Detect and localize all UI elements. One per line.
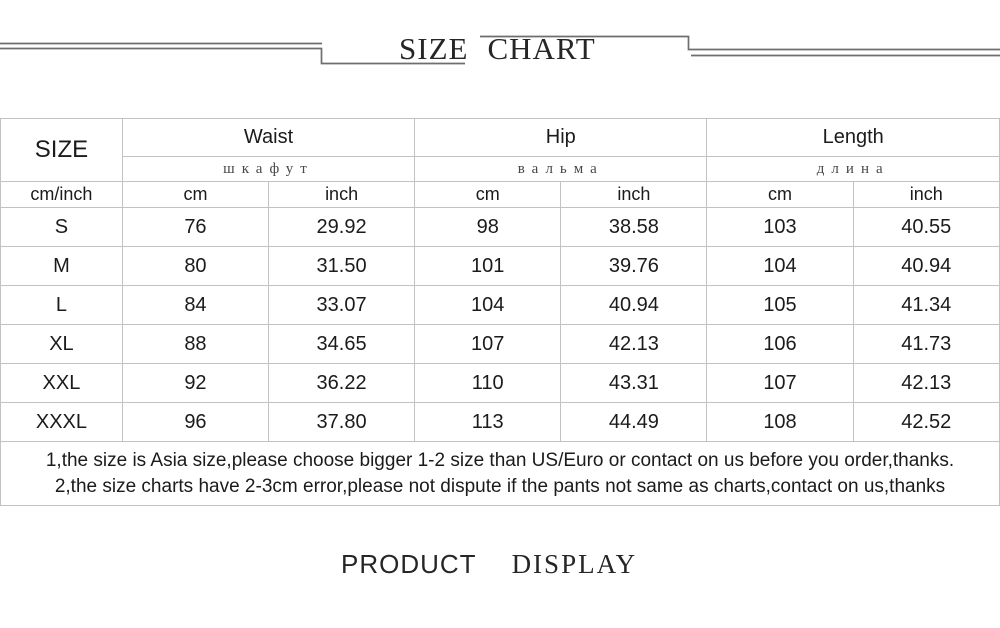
hip-inch-value: 39.76 — [560, 246, 708, 286]
hip-cm-value: 110 — [414, 363, 562, 403]
unit-cell-length-cm: cm — [706, 181, 854, 208]
table-row-xl: XL 88 34.65 107 42.13 106 41.73 — [0, 324, 1000, 364]
unit-cell-hip-cm: cm — [414, 181, 562, 208]
waist-sublabel: шкафут — [121, 156, 416, 182]
ornament-line-top-right-step — [480, 35, 1000, 51]
length-cm-value: 108 — [706, 402, 854, 442]
table-row-l: L 84 33.07 104 40.94 105 41.34 — [0, 285, 1000, 325]
section-title-product-display: PRODUCT DISPLAY — [341, 551, 637, 582]
waist-inch-value: 37.80 — [268, 402, 416, 442]
length-inch-value: 40.55 — [852, 207, 1000, 247]
hip-inch-value: 43.31 — [560, 363, 708, 403]
hip-inch-value: 42.13 — [560, 324, 708, 364]
notes-row: 1,the size is Asia size,please choose bi… — [0, 441, 1000, 506]
waist-inch-value: 36.22 — [268, 363, 416, 403]
length-inch-value: 41.34 — [852, 285, 1000, 325]
ornament-line-bottom-left-step — [0, 562, 471, 582]
hip-cm-value: 113 — [414, 402, 562, 442]
size-value: L — [0, 285, 123, 325]
title-word-product: PRODUCT — [341, 549, 477, 579]
size-value: XXXL — [0, 402, 123, 442]
hip-cm-value: 107 — [414, 324, 562, 364]
length-inch-value: 42.52 — [852, 402, 1000, 442]
waist-group-header: Waist — [121, 118, 416, 157]
size-value: XL — [0, 324, 123, 364]
waist-inch-value: 34.65 — [268, 324, 416, 364]
header-ornament-lines — [0, 35, 1000, 65]
length-sublabel: длина — [706, 156, 1000, 182]
footer-ornament-lines — [0, 550, 1000, 582]
length-cm-value: 103 — [706, 207, 854, 247]
ornament-line-bottom-right-step — [488, 550, 1000, 567]
table-row-xxl: XXL 92 36.22 110 43.31 107 42.13 — [0, 363, 1000, 403]
table-row-m: M 80 31.50 101 39.76 104 40.94 — [0, 246, 1000, 286]
table-row-s: S 76 29.92 98 38.58 103 40.55 — [0, 207, 1000, 247]
hip-inch-value: 40.94 — [560, 285, 708, 325]
size-value: S — [0, 207, 123, 247]
hip-cm-value: 104 — [414, 285, 562, 325]
hip-sublabel: вальма — [414, 156, 708, 182]
translated-sublabel-row: шкафут вальма длина — [1, 156, 1000, 182]
unit-header-row: cm/inch cm inch cm inch cm inch — [0, 181, 1000, 208]
length-inch-value: 40.94 — [852, 246, 1000, 286]
size-column-header: SIZE — [0, 118, 123, 182]
waist-cm-value: 80 — [121, 246, 270, 286]
size-notes: 1,the size is Asia size,please choose bi… — [0, 441, 1000, 506]
length-cm-value: 105 — [706, 285, 854, 325]
title-word-display: DISPLAY — [511, 549, 638, 579]
length-cm-value: 106 — [706, 324, 854, 364]
length-inch-value: 41.73 — [852, 324, 1000, 364]
size-value: M — [0, 246, 123, 286]
waist-inch-value: 31.50 — [268, 246, 416, 286]
note-line-1: 1,the size is Asia size,please choose bi… — [45, 449, 955, 471]
waist-inch-value: 29.92 — [268, 207, 416, 247]
waist-cm-value: 76 — [121, 207, 270, 247]
unit-cell-waist-cm: cm — [121, 181, 270, 208]
measure-group-header-row: SIZE Waist Hip Length — [0, 118, 1000, 182]
waist-cm-value: 96 — [121, 402, 270, 442]
unit-cell-waist-inch: inch — [268, 181, 416, 208]
hip-group-header: Hip — [414, 118, 708, 157]
length-cm-value: 107 — [706, 363, 854, 403]
hip-inch-value: 38.58 — [560, 207, 708, 247]
note-line-2: 2,the size charts have 2-3cm error,pleas… — [54, 475, 946, 497]
unit-header-cell: cm/inch — [0, 181, 123, 208]
unit-cell-hip-inch: inch — [560, 181, 708, 208]
page-title-size-chart: SIZE CHART — [399, 33, 596, 65]
hip-cm-value: 98 — [414, 207, 562, 247]
ornament-line-top-left-step — [0, 47, 465, 65]
waist-cm-value: 88 — [121, 324, 270, 364]
length-inch-value: 42.13 — [852, 363, 1000, 403]
waist-inch-value: 33.07 — [268, 285, 416, 325]
title-word-size: SIZE — [399, 31, 469, 66]
length-cm-value: 104 — [706, 246, 854, 286]
title-word-chart: CHART — [487, 31, 596, 66]
length-group-header: Length — [706, 118, 1000, 157]
waist-cm-value: 92 — [121, 363, 270, 403]
hip-inch-value: 44.49 — [560, 402, 708, 442]
waist-cm-value: 84 — [121, 285, 270, 325]
hip-cm-value: 101 — [414, 246, 562, 286]
table-row-xxxl: XXXL 96 37.80 113 44.49 108 42.52 — [0, 402, 1000, 442]
size-value: XXL — [0, 363, 123, 403]
size-chart-table: SIZE Waist Hip Length шкафут вальма длин… — [0, 118, 1000, 506]
unit-cell-length-inch: inch — [852, 181, 1000, 208]
